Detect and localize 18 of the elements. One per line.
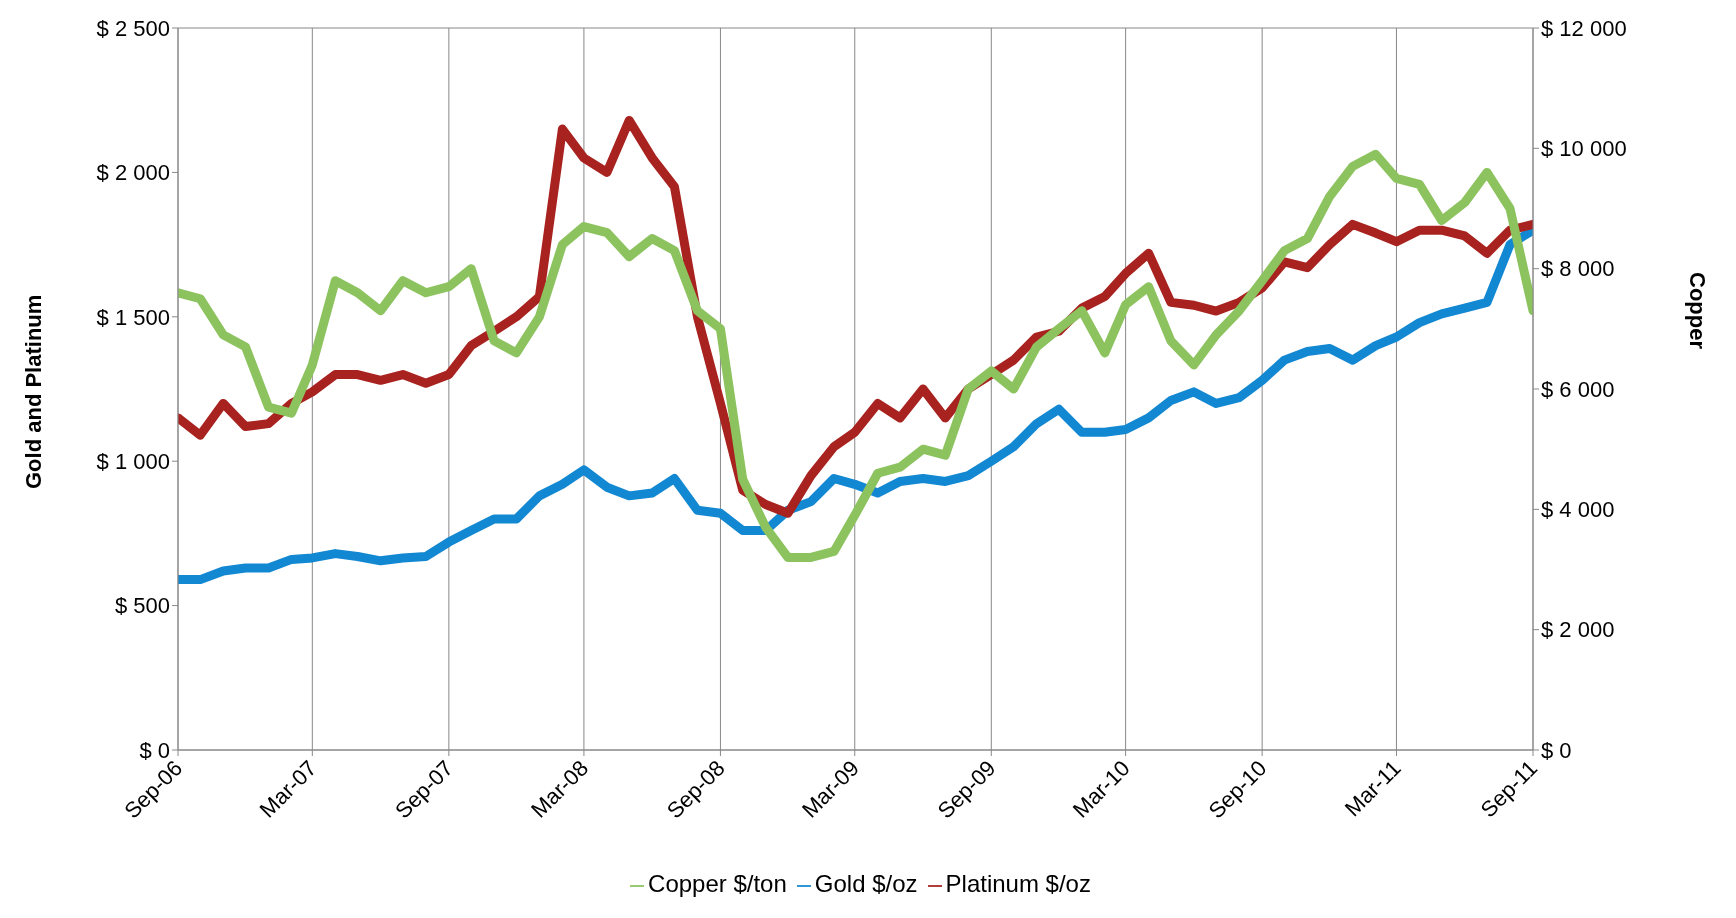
y-tick-label: $ 1 000 <box>96 449 170 475</box>
y2-tick-label: $ 0 <box>1541 737 1572 763</box>
y2-tick-label: $ 8 000 <box>1541 256 1615 282</box>
y2-axis-title: Copper <box>1685 272 1711 350</box>
y-tick-label: $ 0 <box>139 737 170 763</box>
y-tick-label: $ 1 500 <box>96 304 170 330</box>
legend-label: Gold $/oz <box>814 870 918 897</box>
y2-tick-label: $ 12 000 <box>1541 15 1627 41</box>
y-axis-title: Gold and Platinum <box>20 294 46 489</box>
y-tick-label: $ 2 000 <box>96 160 170 186</box>
y2-tick-label: $ 6 000 <box>1541 376 1615 402</box>
y2-tick-label: $ 4 000 <box>1541 497 1615 523</box>
y2-tick-label: $ 2 000 <box>1541 617 1615 643</box>
y-tick-label: $ 500 <box>114 593 170 619</box>
y-tick-label: $ 2 500 <box>96 15 170 41</box>
legend-label: Copper $/ton <box>648 870 787 897</box>
y2-tick-label: $ 10 000 <box>1541 136 1627 162</box>
legend-label: Platinum $/oz <box>945 870 1091 897</box>
